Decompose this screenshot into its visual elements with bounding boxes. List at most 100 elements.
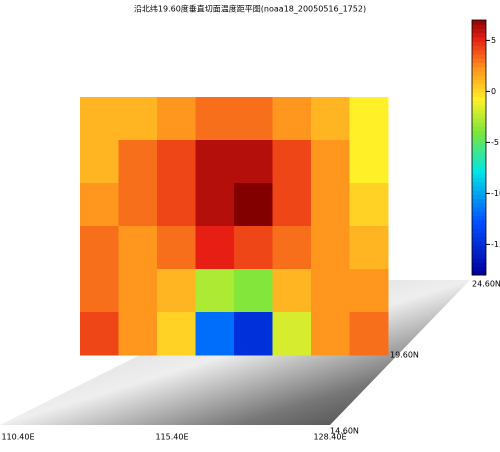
colorbar-swatch [472,62,486,68]
contour-cell [311,226,350,270]
contour-cell [80,97,119,141]
contour-cell [80,226,119,270]
colorbar-swatch [472,215,486,221]
colorbar-swatch [472,75,486,80]
colorbar-tick-label: -5 [491,138,499,147]
colorbar-swatch [472,258,486,263]
colorbar-swatch [472,245,486,250]
colorbar-swatch [472,190,486,195]
contour-cell [272,140,312,184]
contour-cell [349,312,389,356]
contour-cell [80,312,119,356]
contour-cell [311,140,350,184]
colorbar-swatch [472,194,486,199]
y-axis-label: 19.60N [390,351,419,360]
contour-cell [349,269,389,313]
colorbar-swatch [472,202,486,208]
colorbar-swatch [472,117,486,123]
contour-cell [349,97,389,141]
colorbar-swatch [472,92,486,97]
colorbar-swatch [472,228,486,233]
colorbar-swatch [472,28,486,34]
contour-cell [118,269,158,313]
colorbar-tick-label: 5 [491,36,496,45]
colorbar-swatch [472,105,486,110]
colorbar-swatch [472,41,486,46]
colorbar-swatch [472,134,486,140]
colorbar-swatch [472,207,486,212]
colorbar-swatch [472,160,486,165]
colorbar-swatch [472,270,486,276]
chart-title: 沿北纬19.60度垂直切面温度距平图(noaa18_20050516_1752) [134,4,366,14]
contour-cell [349,140,389,184]
contour-cell [118,183,158,227]
colorbar-swatch [472,24,486,29]
contour-cell [195,269,235,313]
colorbar-swatch [472,262,486,267]
colorbar-swatch [472,266,486,272]
colorbar-swatch [472,249,486,255]
contour-cell [272,183,312,227]
colorbar-swatch [472,143,486,148]
colorbar-swatch [472,224,486,229]
contour-cell [118,140,158,184]
colorbar-swatch [472,168,486,174]
colorbar-swatch [472,126,486,131]
colorbar-swatch [472,88,486,93]
colorbar-swatch [472,156,486,161]
colorbar-swatch [472,49,486,55]
contour-cell [272,97,312,141]
colorbar-swatch [472,79,486,85]
contour-cell [311,183,350,227]
colorbar-swatch [472,151,486,157]
contour-cell [157,183,196,227]
contour-cell [157,140,196,184]
contour-cell [118,97,158,141]
colorbar-swatch [472,32,486,38]
colorbar-swatch [472,139,486,144]
contour-cell [349,183,389,227]
colorbar-tick-label: 0 [491,87,496,96]
colorbar-swatch [472,147,486,153]
colorbar-swatch [472,253,486,259]
contour-cell [157,269,196,313]
contour-cell [80,269,119,313]
colorbar-swatch [472,173,486,178]
colorbar-swatch [472,45,486,51]
colorbar-swatch [472,113,486,119]
contour-cell [234,312,273,356]
contour-cell [195,312,235,356]
contour-cell [311,269,350,313]
colorbar-swatch [472,177,486,182]
x-axis-label: 115.40E [155,433,188,442]
contour-cell [195,140,235,184]
colorbar-tick-label: -15 [491,240,500,249]
colorbar-swatch [472,219,486,225]
colorbar-swatch [472,122,486,127]
colorbar-swatch [472,109,486,114]
contour-cell [349,226,389,270]
y-axis-label: 14.60N [330,427,359,436]
y-axis-label: 24.60N [472,280,500,289]
contour-cell [118,312,158,356]
colorbar-tick-label: -10 [491,189,500,198]
colorbar-swatch [472,130,486,136]
contour-cell [272,226,312,270]
contour-cell [195,183,235,227]
colorbar-swatch [472,232,486,238]
contour-cell [195,226,235,270]
contour-cell [311,97,350,141]
contour-cell [157,97,196,141]
colorbar-swatch [472,211,486,216]
colorbar-swatch [472,96,486,102]
colorbar-swatch [472,241,486,246]
contour-cell [157,312,196,356]
colorbar-swatch [472,164,486,170]
contour-cell [195,97,235,141]
contour-cell [234,183,273,227]
contour-cell [118,226,158,270]
colorbar-swatch [472,20,486,25]
colorbar-swatch [472,185,486,191]
colorbar-swatch [472,54,486,59]
